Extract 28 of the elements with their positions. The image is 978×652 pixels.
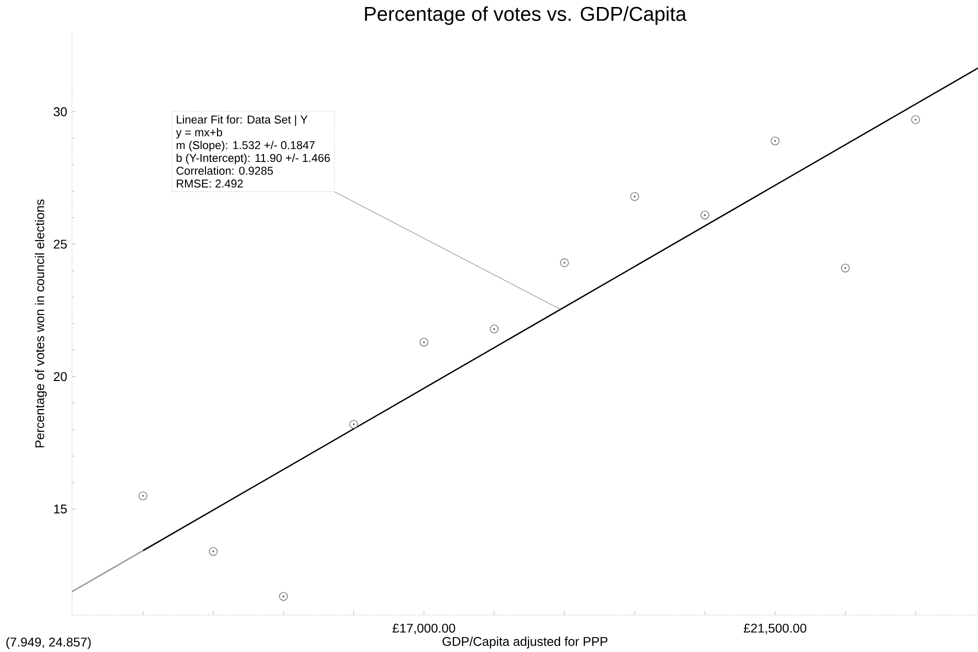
annotation: Linear Fit for: Data Set | Y [176, 115, 308, 126]
chart-title: Percentage of votes vs. GDP/Capita [365, 6, 687, 25]
text: (7.949, 24.857) [6, 637, 91, 650]
point [911, 115, 920, 124]
point [770, 136, 780, 146]
annotation: Correlation: 0.9285 [176, 166, 273, 175]
y-tick-label: 25 [54, 240, 67, 249]
point [420, 338, 428, 347]
point [841, 264, 850, 272]
point [490, 324, 499, 334]
point [138, 491, 148, 500]
y-axis-title: Percentage of votes won in council elections [34, 200, 47, 448]
point [700, 210, 710, 220]
point [349, 420, 358, 429]
y-tick-label: 30 [54, 107, 67, 116]
point [208, 547, 218, 556]
annotation: b (Y-Intercept): 11.90 +/- 1.466 [176, 154, 330, 164]
x-tick-label: £17,000.00 [392, 624, 456, 634]
point [279, 592, 288, 601]
x-axis-title: GDP/Capita adjusted for PPP [442, 636, 608, 648]
y-tick-label: 20 [54, 372, 67, 382]
annotation: m (Slope): 1.532 +/- 0.1847 [176, 140, 315, 152]
point [560, 258, 569, 268]
point [630, 192, 639, 201]
x-tick-label: £21,500.00 [744, 624, 806, 634]
annotation: RMSE: 2.492 [176, 180, 243, 188]
y-tick-label: 15 [54, 504, 67, 514]
annotation: y = mx+b [176, 128, 222, 139]
